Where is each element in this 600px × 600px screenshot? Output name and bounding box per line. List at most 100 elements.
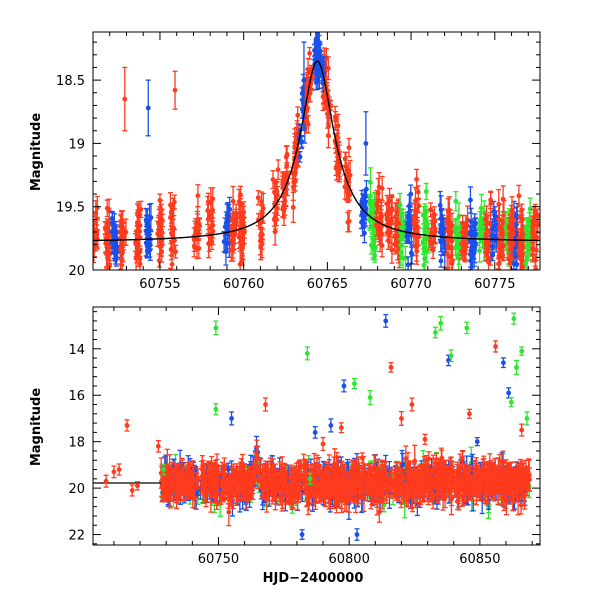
top-data-point	[104, 225, 110, 231]
top-data-point	[422, 256, 428, 262]
top-data-point	[509, 233, 515, 238]
top-data-point	[237, 261, 243, 267]
top-data-point	[275, 167, 281, 173]
top-data-point	[468, 197, 473, 203]
top-data-point	[414, 207, 420, 213]
top-data-point	[196, 221, 202, 227]
top-data-point	[343, 164, 349, 170]
top-data-point	[342, 156, 348, 162]
top-data-point	[314, 49, 320, 55]
top-data-point	[453, 198, 459, 204]
top-data-point	[363, 141, 369, 146]
top-data-point	[290, 204, 296, 210]
top-xtick-label: 60760	[223, 277, 264, 292]
top-data-point	[230, 198, 236, 204]
top-data-point	[210, 228, 216, 234]
top-xtick-label: 60765	[307, 277, 348, 292]
bottom-data-point	[381, 502, 387, 508]
top-data-point	[347, 172, 353, 178]
top-data-point	[171, 225, 177, 231]
top-data-point	[508, 217, 514, 223]
top-data-point	[398, 250, 404, 256]
top-data-point	[169, 231, 175, 237]
top-data-point	[109, 215, 115, 221]
top-data-point	[191, 237, 197, 243]
top-data-point	[364, 186, 369, 192]
bottom-data-layer	[93, 312, 533, 541]
top-data-point	[146, 225, 152, 230]
top-data-point	[280, 179, 286, 185]
top-data-point	[368, 180, 373, 185]
top-data-point	[168, 202, 173, 208]
top-data-point	[305, 121, 311, 127]
top-data-point	[342, 184, 348, 190]
top-data-point	[423, 228, 429, 233]
top-data-point	[155, 231, 161, 237]
top-data-point	[531, 218, 537, 224]
top-data-point	[449, 222, 455, 228]
top-data-point	[456, 213, 462, 219]
top-data-point	[516, 193, 522, 199]
top-data-point	[345, 219, 351, 225]
top-data-point	[147, 247, 153, 253]
top-data-point	[490, 244, 495, 250]
top-data-point	[173, 249, 179, 255]
top-data-point	[136, 208, 142, 214]
top-data-point	[370, 205, 376, 211]
top-data-point	[384, 215, 390, 220]
top-data-point	[420, 240, 426, 246]
top-data-point	[332, 114, 338, 120]
top-data-point	[449, 261, 455, 267]
top-ytick-label: 19	[68, 137, 85, 152]
top-data-point	[169, 262, 175, 267]
top-data-point	[439, 239, 445, 245]
top-data-point	[453, 245, 459, 251]
top-data-point	[524, 234, 530, 239]
top-data-point	[444, 217, 450, 223]
top-frame	[92, 31, 541, 271]
top-data-point	[421, 262, 427, 268]
top-data-point	[387, 198, 392, 204]
top-data-point	[527, 206, 533, 212]
top-data-point	[508, 245, 514, 251]
top-data-point	[237, 202, 243, 207]
top-data-point	[414, 244, 419, 250]
top-data-point	[523, 261, 528, 266]
top-data-point	[368, 242, 374, 248]
top-data-point	[118, 223, 124, 229]
top-data-point	[491, 223, 497, 229]
top-data-point	[272, 216, 278, 222]
top-data-point	[231, 232, 237, 238]
top-data-point	[238, 230, 243, 235]
top-data-point	[499, 224, 505, 230]
top-data-point	[405, 215, 411, 221]
top-data-point	[496, 254, 502, 259]
top-data-point	[314, 25, 319, 30]
top-data-point	[415, 189, 421, 195]
top-data-point	[500, 252, 506, 258]
top-data-point	[459, 241, 465, 247]
top-data-point	[405, 262, 411, 268]
top-data-point	[361, 204, 367, 209]
top-data-point	[379, 213, 384, 218]
top-data-point	[446, 207, 452, 213]
top-data-point	[284, 151, 290, 157]
top-axes: 60755 60760 60765 60770 60775 18.5 19 19.5 20	[56, 31, 541, 292]
top-data-point	[282, 198, 288, 204]
top-data-point	[481, 209, 487, 215]
top-data-point	[432, 229, 438, 234]
top-data-point	[337, 167, 342, 172]
top-data-layer	[93, 25, 540, 270]
top-data-point	[484, 215, 490, 221]
top-data-point	[497, 243, 502, 249]
top-ytick-label: 19.5	[56, 201, 85, 216]
top-data-point	[168, 247, 174, 252]
top-data-point	[485, 227, 490, 233]
top-data-point	[135, 239, 141, 244]
top-data-point	[468, 219, 474, 224]
top-data-point	[413, 226, 419, 231]
top-data-point	[500, 196, 506, 202]
top-data-point	[385, 237, 391, 243]
top-data-point	[461, 226, 467, 232]
top-data-point	[259, 240, 265, 246]
